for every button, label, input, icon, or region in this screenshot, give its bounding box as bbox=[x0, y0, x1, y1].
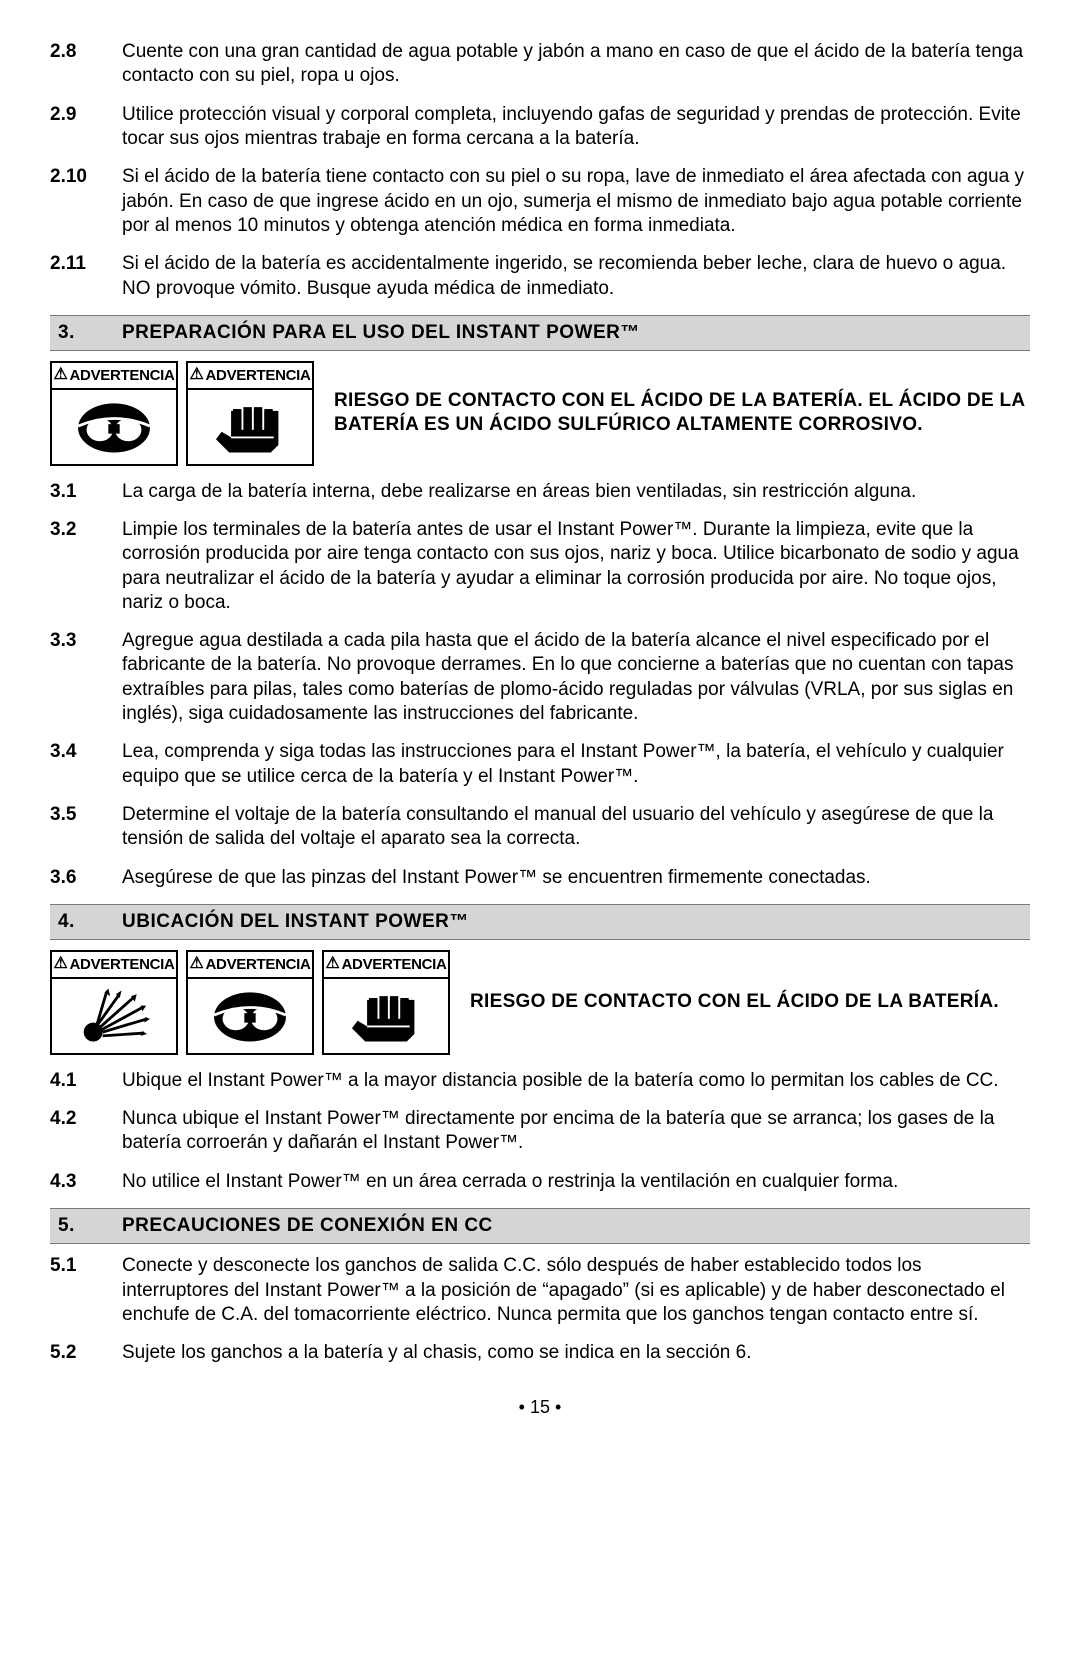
item-text: Limpie los terminales de la batería ante… bbox=[122, 518, 1030, 615]
page-number: • 15 • bbox=[50, 1396, 1030, 1419]
item-text: Si el ácido de la batería es accidentalm… bbox=[122, 252, 1030, 301]
item-text: Cuente con una gran cantidad de agua pot… bbox=[122, 40, 1030, 89]
warning-label-text: ADVERTENCIA bbox=[70, 366, 175, 385]
list-item: 4.1Ubique el Instant Power™ a la mayor d… bbox=[50, 1069, 1030, 1093]
section-5-items: 5.1Conecte y desconecte los ganchos de s… bbox=[50, 1254, 1030, 1365]
warning-label-text: ADVERTENCIA bbox=[206, 366, 311, 385]
glove-icon bbox=[324, 979, 448, 1053]
warning-label: ⚠ADVERTENCIA bbox=[52, 952, 176, 978]
warning-triangle-icon: ⚠ bbox=[189, 365, 203, 385]
warning-text: RIESGO DE CONTACTO CON EL ÁCIDO DE LA BA… bbox=[458, 990, 1030, 1014]
item-text: Conecte y desconecte los ganchos de sali… bbox=[122, 1254, 1030, 1327]
list-item: 5.2Sujete los ganchos a la batería y al … bbox=[50, 1341, 1030, 1365]
section-number: 3. bbox=[58, 321, 122, 345]
warning-box-glove: ⚠ADVERTENCIA bbox=[186, 361, 314, 465]
item-number: 3.3 bbox=[50, 629, 122, 726]
item-number: 3.6 bbox=[50, 866, 122, 890]
warning-triangle-icon: ⚠ bbox=[53, 365, 67, 385]
list-item: 3.5Determine el voltaje de la batería co… bbox=[50, 803, 1030, 852]
item-number: 2.8 bbox=[50, 40, 122, 89]
warning-box-glove: ⚠ADVERTENCIA bbox=[322, 950, 450, 1054]
section-3-header: 3. PREPARACIÓN PARA EL USO DEL INSTANT P… bbox=[50, 315, 1030, 351]
warning-label: ⚠ADVERTENCIA bbox=[188, 952, 312, 978]
warning-label: ⚠ADVERTENCIA bbox=[52, 363, 176, 389]
section-2-items: 2.8Cuente con una gran cantidad de agua … bbox=[50, 40, 1030, 301]
warning-box-explosion: ⚠ADVERTENCIA bbox=[50, 950, 178, 1054]
item-text: Asegúrese de que las pinzas del Instant … bbox=[122, 866, 1030, 890]
section-title: UBICACIÓN DEL INSTANT POWER™ bbox=[122, 910, 469, 934]
warning-triangle-icon: ⚠ bbox=[53, 954, 67, 974]
list-item: 4.2Nunca ubique el Instant Power™ direct… bbox=[50, 1107, 1030, 1156]
item-number: 4.2 bbox=[50, 1107, 122, 1156]
glove-icon bbox=[188, 390, 312, 464]
item-text: Nunca ubique el Instant Power™ directame… bbox=[122, 1107, 1030, 1156]
item-text: Sujete los ganchos a la batería y al cha… bbox=[122, 1341, 1030, 1365]
item-text: Determine el voltaje de la batería consu… bbox=[122, 803, 1030, 852]
section-title: PREPARACIÓN PARA EL USO DEL INSTANT POWE… bbox=[122, 321, 640, 345]
item-text: Si el ácido de la batería tiene contacto… bbox=[122, 165, 1030, 238]
list-item: 3.4Lea, comprenda y siga todas las instr… bbox=[50, 740, 1030, 789]
warning-box-goggles: ⚠ADVERTENCIA bbox=[186, 950, 314, 1054]
goggles-icon bbox=[188, 979, 312, 1053]
section-4-header: 4. UBICACIÓN DEL INSTANT POWER™ bbox=[50, 904, 1030, 940]
item-number: 2.11 bbox=[50, 252, 122, 301]
item-number: 5.2 bbox=[50, 1341, 122, 1365]
item-text: No utilice el Instant Power™ en un área … bbox=[122, 1170, 1030, 1194]
list-item: 3.1La carga de la batería interna, debe … bbox=[50, 480, 1030, 504]
item-number: 2.10 bbox=[50, 165, 122, 238]
item-number: 4.1 bbox=[50, 1069, 122, 1093]
section-title: PRECAUCIONES DE CONEXIÓN EN CC bbox=[122, 1214, 493, 1238]
list-item: 2.8Cuente con una gran cantidad de agua … bbox=[50, 40, 1030, 89]
list-item: 3.3Agregue agua destilada a cada pila ha… bbox=[50, 629, 1030, 726]
list-item: 5.1Conecte y desconecte los ganchos de s… bbox=[50, 1254, 1030, 1327]
list-item: 2.10Si el ácido de la batería tiene cont… bbox=[50, 165, 1030, 238]
warning-label: ⚠ADVERTENCIA bbox=[324, 952, 448, 978]
section-3-items: 3.1La carga de la batería interna, debe … bbox=[50, 480, 1030, 890]
warning-box-goggles: ⚠ADVERTENCIA bbox=[50, 361, 178, 465]
warning-triangle-icon: ⚠ bbox=[189, 954, 203, 974]
section-5-header: 5. PRECAUCIONES DE CONEXIÓN EN CC bbox=[50, 1208, 1030, 1244]
section-3-warning-row: ⚠ADVERTENCIA ⚠ADVERTENCIA RIESGO DE CONT… bbox=[50, 361, 1030, 465]
warning-text: RIESGO DE CONTACTO CON EL ÁCIDO DE LA BA… bbox=[322, 389, 1030, 438]
item-text: Agregue agua destilada a cada pila hasta… bbox=[122, 629, 1030, 726]
item-number: 4.3 bbox=[50, 1170, 122, 1194]
item-number: 2.9 bbox=[50, 103, 122, 152]
goggles-icon bbox=[52, 390, 176, 464]
list-item: 2.9Utilice protección visual y corporal … bbox=[50, 103, 1030, 152]
item-number: 3.2 bbox=[50, 518, 122, 615]
explosion-icon bbox=[52, 979, 176, 1053]
item-text: La carga de la batería interna, debe rea… bbox=[122, 480, 1030, 504]
item-text: Lea, comprenda y siga todas las instrucc… bbox=[122, 740, 1030, 789]
warning-triangle-icon: ⚠ bbox=[325, 954, 339, 974]
item-number: 3.5 bbox=[50, 803, 122, 852]
section-4-warning-row: ⚠ADVERTENCIA ⚠ADVERTENCIA ⚠ADVERTENCIA R… bbox=[50, 950, 1030, 1054]
warning-label-text: ADVERTENCIA bbox=[70, 955, 175, 974]
warning-label-text: ADVERTENCIA bbox=[342, 955, 447, 974]
list-item: 3.2Limpie los terminales de la batería a… bbox=[50, 518, 1030, 615]
item-text: Utilice protección visual y corporal com… bbox=[122, 103, 1030, 152]
list-item: 4.3No utilice el Instant Power™ en un ár… bbox=[50, 1170, 1030, 1194]
item-text: Ubique el Instant Power™ a la mayor dist… bbox=[122, 1069, 1030, 1093]
section-number: 4. bbox=[58, 910, 122, 934]
item-number: 5.1 bbox=[50, 1254, 122, 1327]
list-item: 2.11Si el ácido de la batería es acciden… bbox=[50, 252, 1030, 301]
section-number: 5. bbox=[58, 1214, 122, 1238]
item-number: 3.4 bbox=[50, 740, 122, 789]
section-4-items: 4.1Ubique el Instant Power™ a la mayor d… bbox=[50, 1069, 1030, 1194]
warning-label: ⚠ADVERTENCIA bbox=[188, 363, 312, 389]
item-number: 3.1 bbox=[50, 480, 122, 504]
warning-label-text: ADVERTENCIA bbox=[206, 955, 311, 974]
list-item: 3.6Asegúrese de que las pinzas del Insta… bbox=[50, 866, 1030, 890]
